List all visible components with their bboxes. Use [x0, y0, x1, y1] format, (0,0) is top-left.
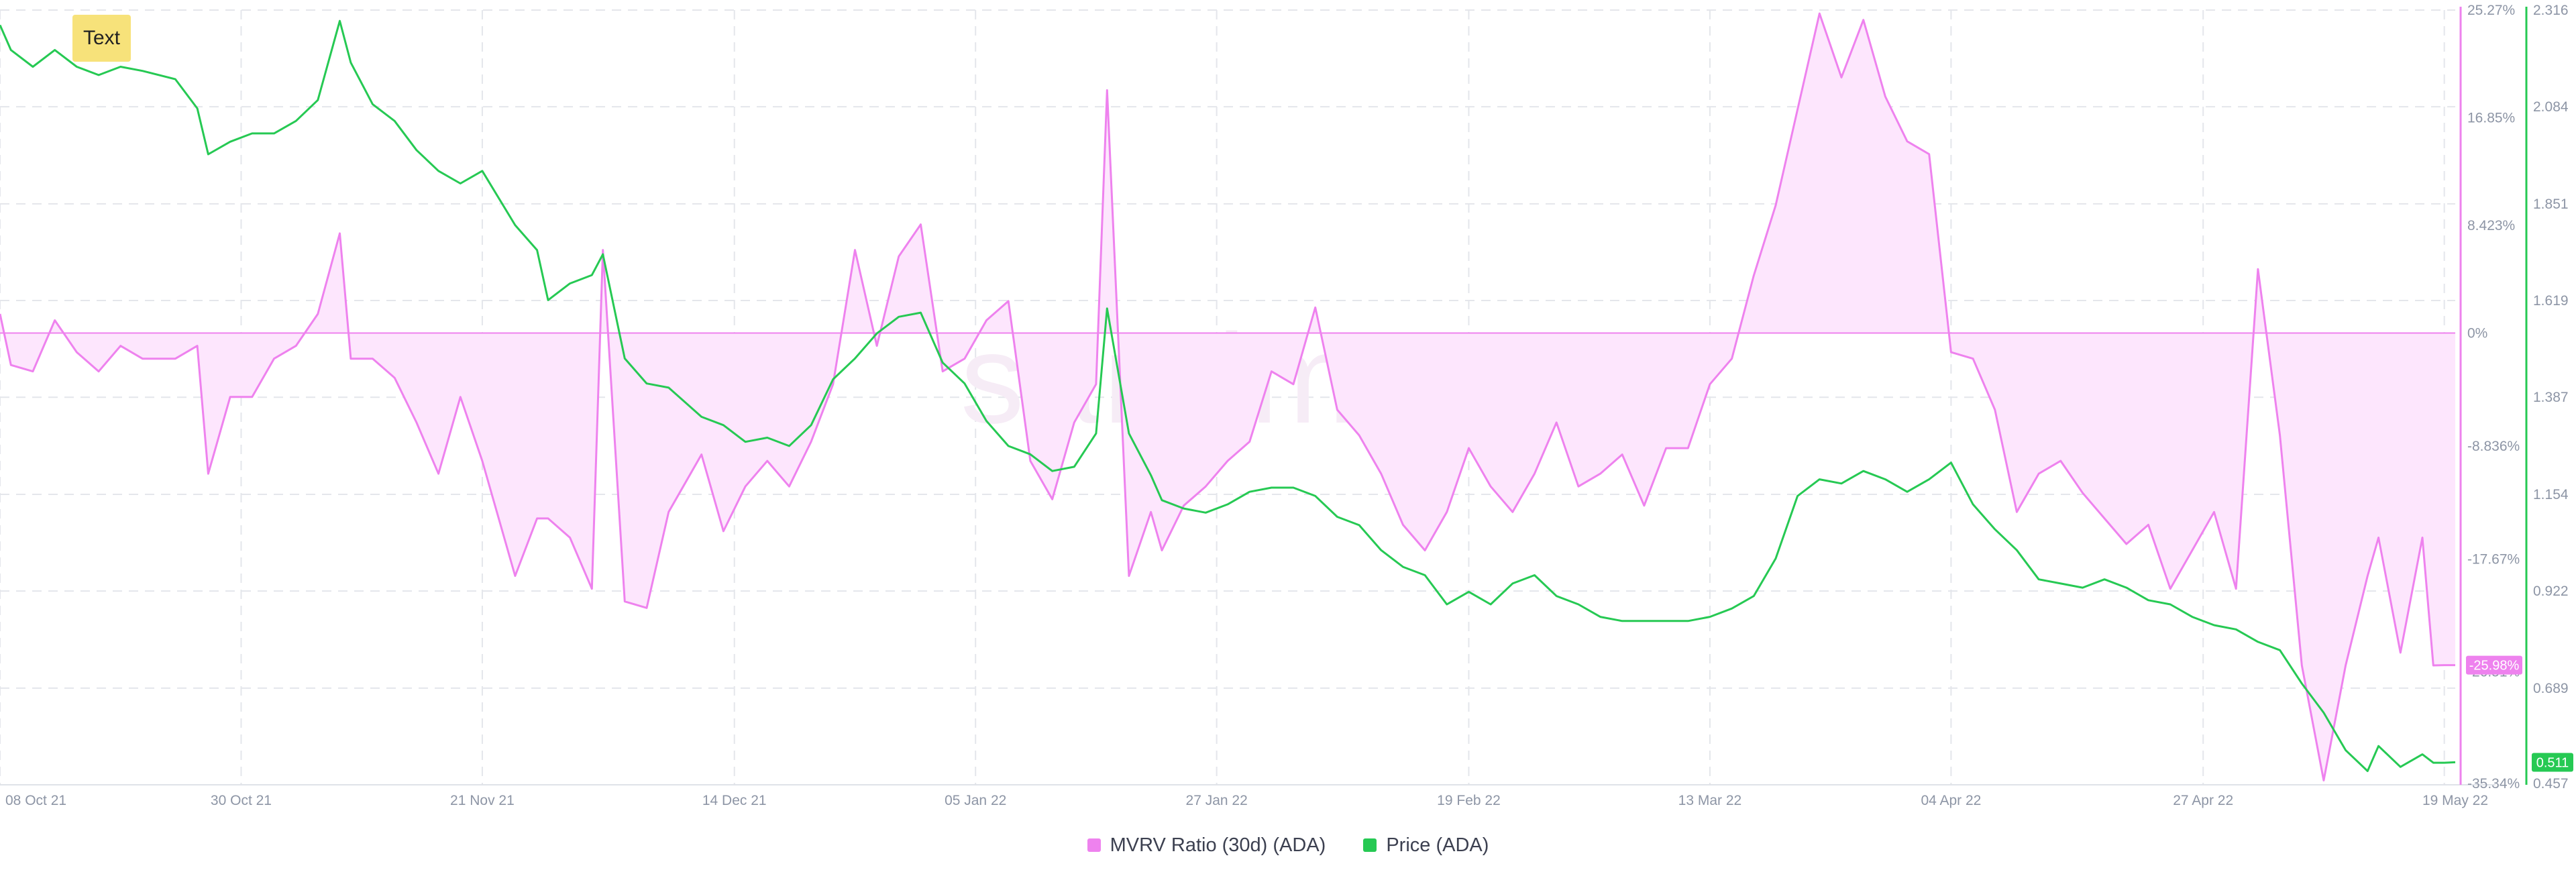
y-tick-label-mvrv: 0%	[2467, 326, 2487, 341]
x-tick-label: 21 Nov 21	[450, 793, 515, 808]
x-tick-label: 19 May 22	[2422, 793, 2488, 808]
y-tick-label-mvrv: 25.27%	[2467, 3, 2515, 18]
mvrv-line	[0, 12, 2455, 781]
price-line	[0, 19, 2456, 772]
y-tick-label-price: 2.084	[2533, 99, 2569, 115]
legend-item-price[interactable]: Price (ADA)	[1363, 834, 1489, 857]
x-axis: 08 Oct 21 30 Oct 21 21 Nov 21 14 Dec 21 05 J…	[5, 793, 2488, 808]
mvrv-area	[0, 13, 2455, 781]
y-tick-label-mvrv: 16.85%	[2467, 110, 2515, 125]
mvrv-series	[0, 12, 2455, 781]
price-series	[0, 19, 2456, 772]
y-tick-label-mvrv: -8.836%	[2467, 439, 2520, 454]
y-tick-label-price: 0.457	[2533, 776, 2569, 792]
text-annotation[interactable]: Text	[72, 15, 131, 62]
y-axis-price: 2.316 2.084 1.851 1.619 1.387 1.154 0.922 0.689…	[2533, 3, 2569, 792]
y-tick-label-price: 1.387	[2533, 390, 2569, 405]
x-tick-label: 27 Jan 22	[1186, 793, 1248, 808]
current-mvrv-badge	[2466, 655, 2522, 675]
y-tick-label-price: 1.851	[2533, 197, 2569, 212]
x-tick-label: 05 Jan 22	[945, 793, 1006, 808]
axes	[0, 7, 2528, 785]
current-mvrv-value: -25.98%	[2469, 659, 2520, 673]
y-tick-label-price: 2.316	[2533, 3, 2569, 18]
y-tick-label-price: 1.154	[2533, 487, 2569, 502]
x-tick-label: 13 Mar 22	[1678, 793, 1742, 808]
legend-swatch-mvrv	[1087, 838, 1101, 852]
y-tick-label-mvrv: -17.67%	[2467, 551, 2520, 567]
y-tick-label-mvrv: -35.34%	[2467, 776, 2520, 792]
x-tick-label: 08 Oct 21	[5, 793, 66, 808]
y-tick-label-mvrv: 8.423%	[2467, 218, 2515, 233]
legend-label-mvrv: MVRV Ratio (30d) (ADA)	[1110, 834, 1326, 856]
legend: MVRV Ratio (30d) (ADA) Price (ADA)	[0, 822, 2576, 869]
legend-label-price: Price (ADA)	[1386, 834, 1489, 856]
current-value-labels: -25.98% 0.511	[2466, 655, 2573, 772]
x-tick-label: 04 Apr 22	[1921, 793, 1981, 808]
y-tick-label-price: 0.689	[2533, 681, 2569, 696]
x-tick-label: 30 Oct 21	[211, 793, 272, 808]
x-tick-label: 27 Apr 22	[2173, 793, 2233, 808]
legend-swatch-price	[1363, 838, 1377, 852]
current-price-badge	[2532, 753, 2573, 772]
y-tick-label-price: 0.922	[2533, 584, 2569, 599]
y-tick-label-price: 1.619	[2533, 293, 2569, 309]
legend-item-mvrv[interactable]: MVRV Ratio (30d) (ADA)	[1087, 834, 1326, 857]
x-tick-label: 19 Feb 22	[1437, 793, 1501, 808]
current-price-value: 0.511	[2536, 755, 2569, 770]
x-tick-label: 14 Dec 21	[702, 793, 767, 808]
